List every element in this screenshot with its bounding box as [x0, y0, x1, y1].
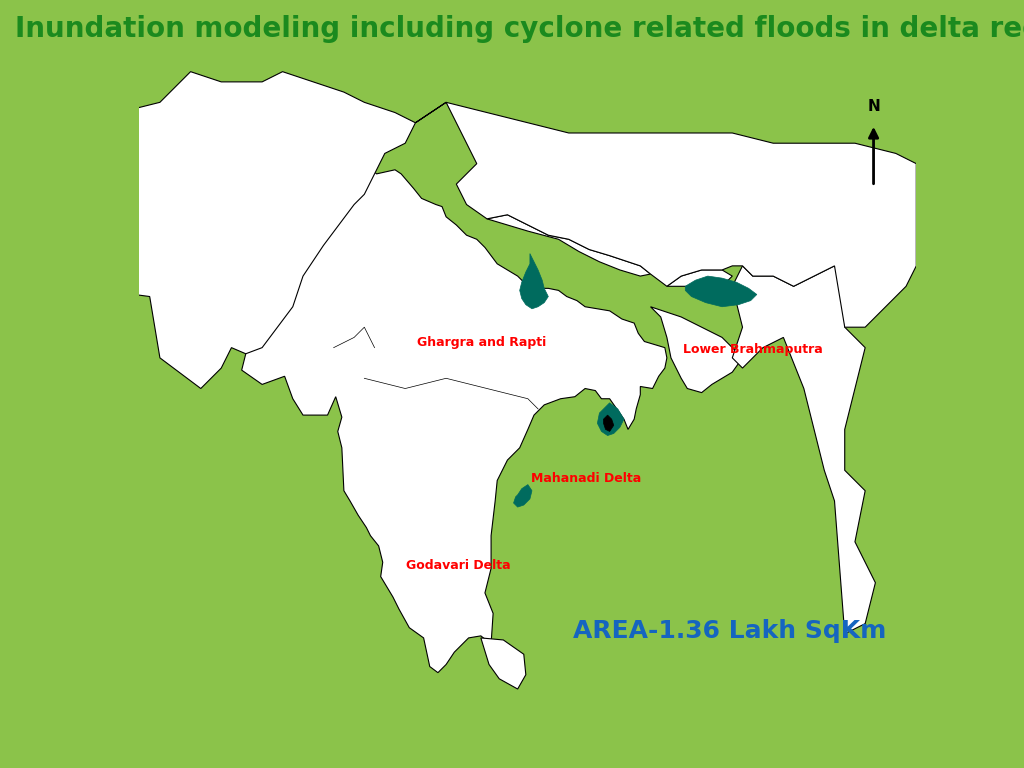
Text: N: N [867, 99, 880, 114]
Polygon shape [78, 71, 416, 389]
Polygon shape [685, 276, 757, 306]
Text: Mahanadi Delta: Mahanadi Delta [531, 472, 641, 485]
Text: Inundation modeling including cyclone related floods in delta regions: Inundation modeling including cyclone re… [15, 15, 1024, 43]
Polygon shape [650, 306, 742, 392]
Text: Ghargra and Rapti: Ghargra and Rapti [417, 336, 546, 349]
Polygon shape [514, 485, 531, 507]
Text: AREA-1.36 Lakh SqKm: AREA-1.36 Lakh SqKm [573, 619, 887, 644]
Polygon shape [416, 102, 916, 327]
Polygon shape [732, 266, 876, 634]
Polygon shape [481, 638, 526, 689]
Polygon shape [520, 253, 548, 309]
Polygon shape [667, 270, 732, 286]
Text: Lower Brahmaputra: Lower Brahmaputra [683, 343, 823, 356]
Text: Godavari Delta: Godavari Delta [406, 559, 510, 572]
Polygon shape [603, 415, 613, 432]
Polygon shape [242, 133, 667, 673]
Polygon shape [487, 215, 650, 276]
Polygon shape [597, 403, 624, 435]
